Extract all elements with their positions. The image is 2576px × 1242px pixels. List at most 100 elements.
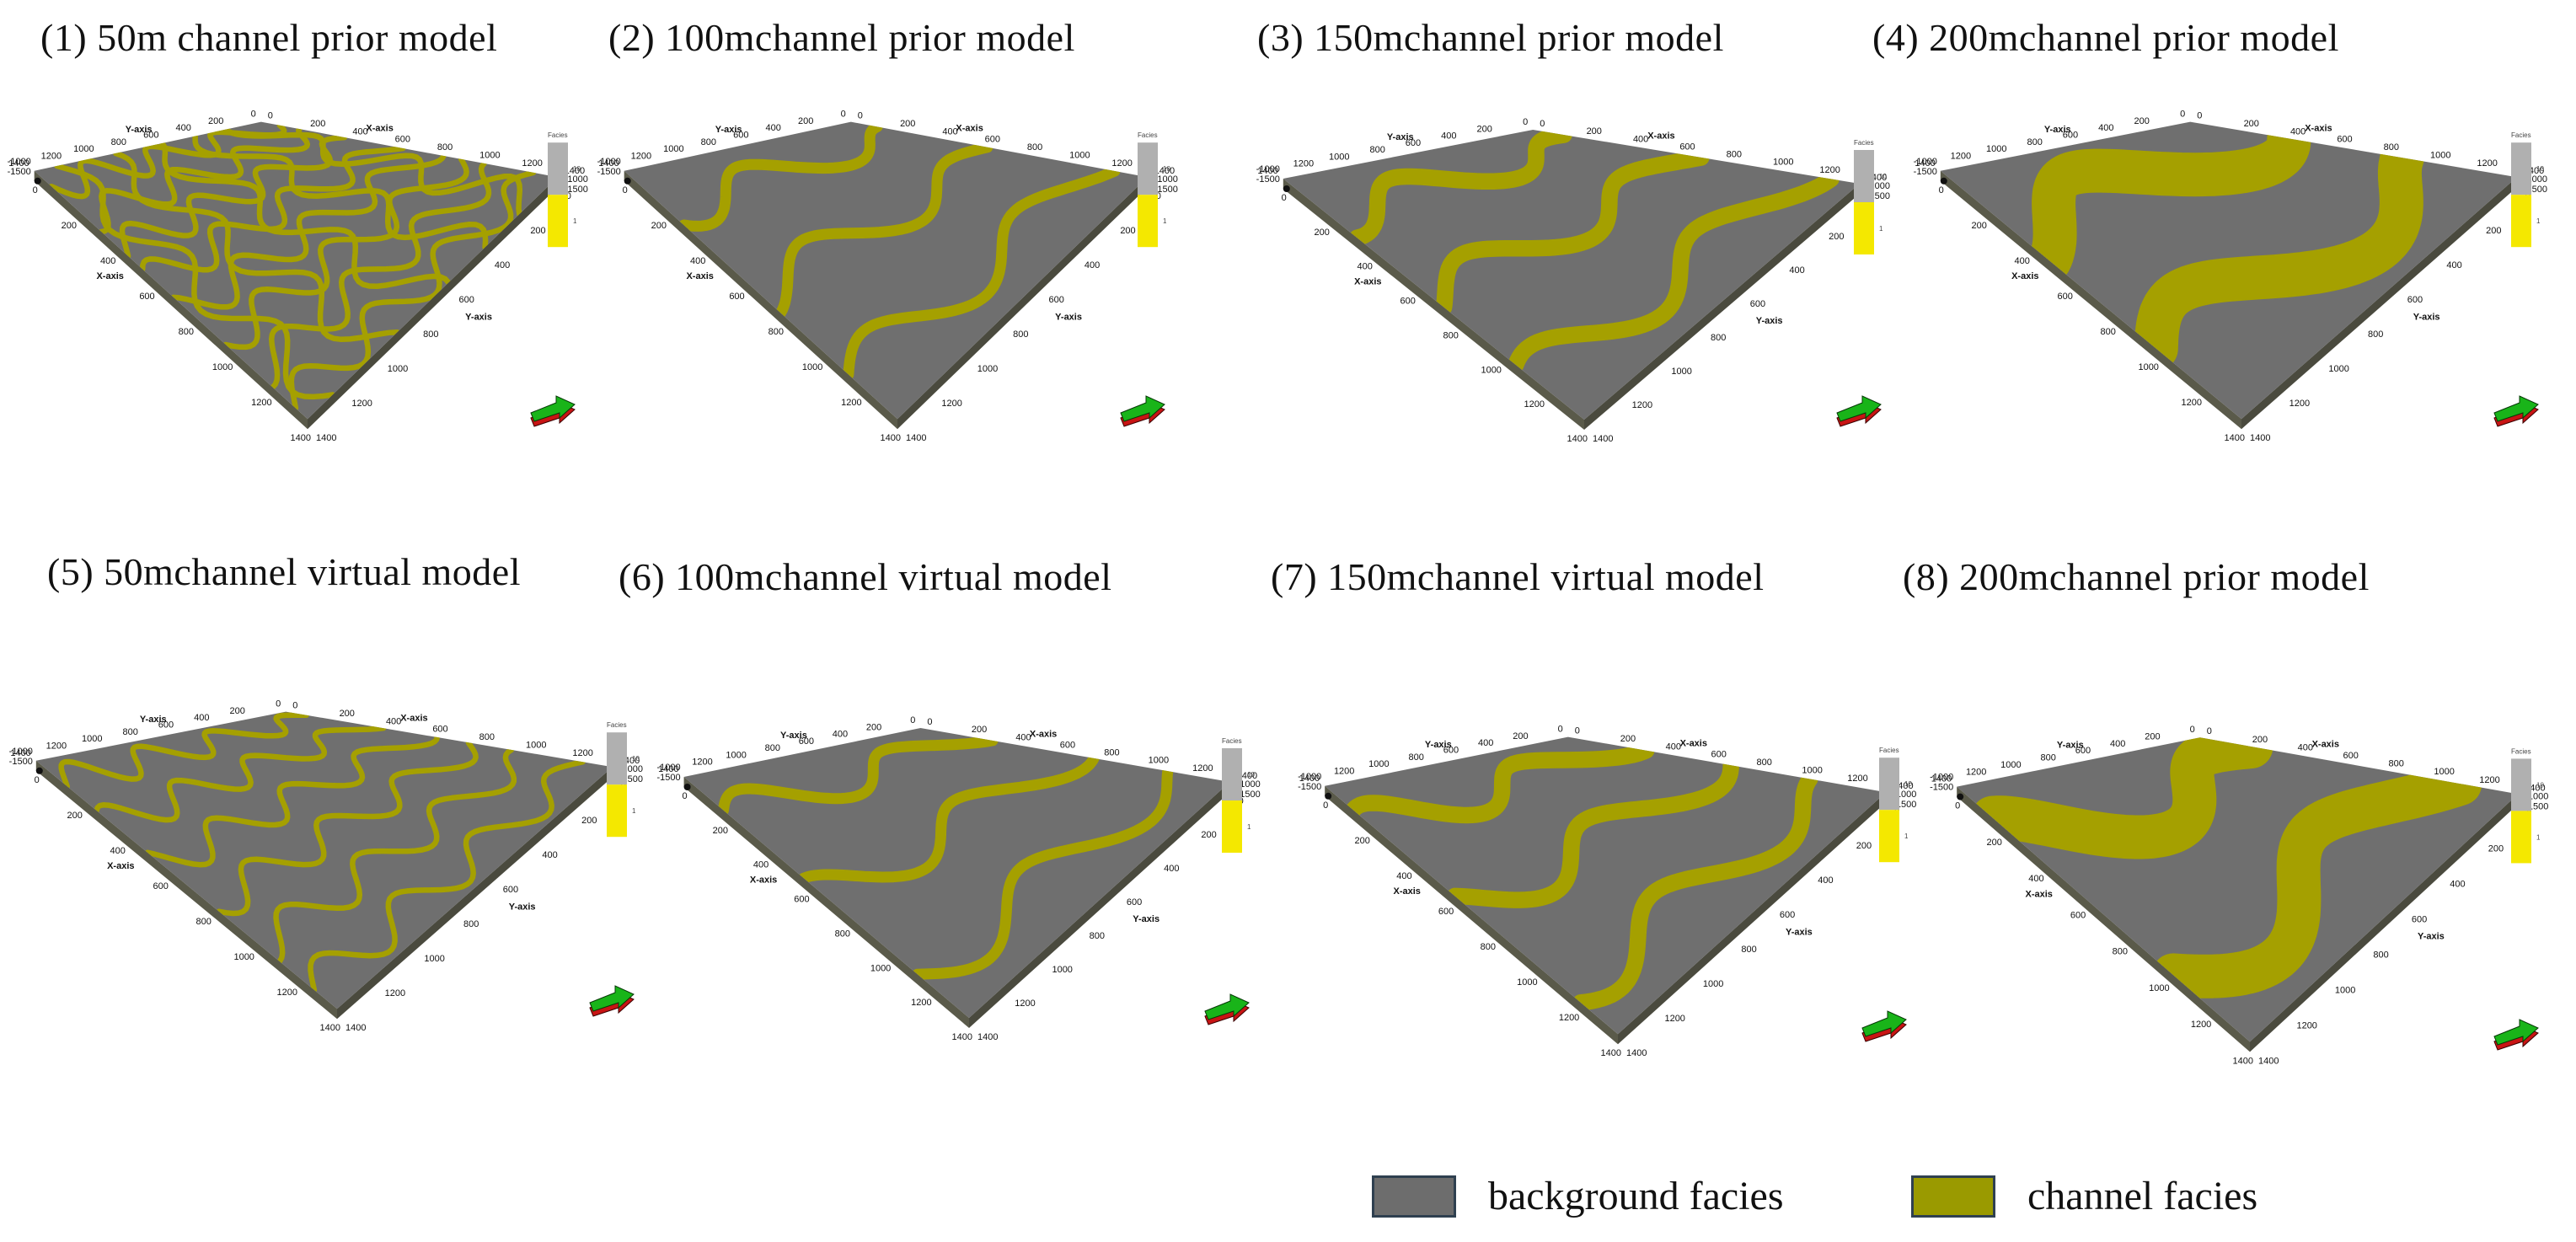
top-y-tick-label: 800 (122, 727, 137, 737)
x-tick-label: 1200 (2191, 1020, 2211, 1030)
y-tick-label: 1000 (1703, 979, 1723, 989)
channel-4 (139, 145, 406, 273)
colorbar-label: 1 (1247, 823, 1251, 831)
top-x-tick-label: 400 (1633, 134, 1648, 144)
x-tick-label: 0 (35, 775, 40, 785)
top-x-tick-label: 1200 (522, 158, 542, 169)
top-x-tick-label: 800 (479, 732, 495, 742)
y-tick-label: 200 (1201, 830, 1216, 840)
cross-channel-1 (54, 163, 335, 400)
origin-marker (34, 177, 41, 185)
channel-2 (2134, 136, 2424, 371)
top-x-tick-label: 400 (942, 126, 957, 137)
y-tick-label: 1200 (1015, 998, 1035, 1009)
x-tick-label: 1400 (2233, 1056, 2253, 1066)
x-tick-label: 1400 (2225, 433, 2245, 443)
block-side-right (337, 767, 613, 1020)
x-tick-label: 1200 (1559, 1013, 1579, 1023)
y-tick-label: 1200 (1632, 400, 1652, 410)
y-tick-label: 800 (1013, 329, 1028, 340)
colorbar-background-swatch (607, 732, 627, 785)
colorbar-background-swatch (2511, 758, 2531, 811)
top-y-tick-label: 1000 (82, 734, 102, 744)
top-y-tick-label: 1200 (1293, 159, 1314, 169)
top-y-tick-label: 600 (158, 720, 174, 731)
channel-3 (1508, 170, 1840, 373)
y-axis-label: Y-axis (2418, 932, 2445, 942)
top-y-tick-label: 800 (2041, 753, 2056, 763)
y-tick-label: 1400 (2250, 433, 2270, 443)
x-tick-label: 1400 (881, 433, 901, 443)
colorbar-title: Facies (1222, 737, 1242, 745)
colorbar-label: 10 (1163, 165, 1170, 173)
x-axis-label: X-axis (96, 271, 123, 281)
x-tick-label: 200 (1314, 228, 1329, 238)
cross-channel-4 (192, 133, 489, 250)
colorbar-label: 10 (632, 755, 640, 763)
channel-1 (2027, 121, 2311, 283)
y-tick-label: 1400 (1593, 434, 1613, 444)
y-tick-label: 800 (2373, 950, 2388, 960)
top-x-tick-label: 200 (340, 709, 355, 719)
top-y-tick-label: 0 (2190, 725, 2195, 735)
x-tick-label: 0 (682, 791, 687, 801)
top-y-axis-label: Y-axis (1387, 132, 1414, 142)
y-tick-label: 600 (1780, 910, 1795, 920)
facies-model-plot: 0140014000200120012002004001000100040060… (8, 110, 588, 444)
top-y-tick-label: 0 (276, 699, 281, 709)
top-x-axis-label: X-axis (1680, 739, 1707, 749)
legend-item-background: background facies (1372, 1173, 1784, 1219)
y-tick-label: 1200 (1664, 1014, 1684, 1024)
top-x-tick-label: 1000 (1149, 756, 1169, 766)
top-x-tick-label: 1000 (479, 150, 500, 160)
top-y-tick-label: 1200 (1966, 767, 1986, 777)
channel-3 (1572, 770, 1818, 1011)
x-tick-label: 0 (33, 185, 38, 195)
z-tick-label-left: -1000 (9, 747, 33, 757)
top-y-axis-label: Y-axis (2057, 740, 2084, 750)
x-tick-label: 400 (100, 256, 115, 266)
top-y-tick-label: 400 (2098, 123, 2113, 133)
colorbar-label: 1 (2536, 833, 2541, 841)
top-y-tick-label: 1200 (41, 151, 62, 161)
y-tick-label: 1000 (2328, 364, 2348, 374)
facies-model-plot: 0140014000200120012002004001000100040060… (1256, 117, 1890, 444)
y-axis-label: Y-axis (1786, 927, 1813, 937)
top-y-tick-label: 0 (2180, 110, 2185, 120)
top-y-tick-label: 400 (1478, 738, 1493, 748)
top-y-axis-label: Y-axis (2044, 125, 2071, 135)
orientation-arrow-icon (1120, 395, 1165, 427)
top-x-tick-label: 600 (2343, 751, 2359, 761)
x-tick-label: 1000 (870, 963, 891, 973)
top-y-tick-label: 800 (701, 137, 716, 147)
x-tick-label: 600 (139, 292, 154, 302)
y-tick-label: 600 (459, 295, 474, 305)
z-tick-label-left: -1500 (656, 773, 680, 783)
y-tick-label: 200 (530, 226, 545, 236)
top-y-tick-label: 400 (194, 713, 209, 723)
block-side-right (897, 177, 1148, 430)
channel-2 (99, 126, 311, 235)
x-tick-label: 0 (1955, 801, 1960, 811)
cross-channel-5 (223, 126, 523, 217)
top-x-tick-label: 200 (900, 119, 915, 129)
x-tick-label: 800 (196, 917, 212, 927)
x-axis-label: X-axis (1354, 277, 1381, 287)
x-tick-label: 0 (1282, 193, 1287, 203)
colorbar-background-swatch (1879, 758, 1899, 811)
orientation-arrow-icon (1836, 395, 1882, 427)
z-tick-label-right: -1000 (1154, 174, 1178, 185)
channel-1 (1345, 741, 1655, 824)
top-y-tick-label: 1200 (46, 741, 67, 751)
x-tick-label: 1400 (291, 433, 311, 443)
channel-6 (308, 758, 586, 993)
top-y-tick-label: 1400 (8, 158, 29, 169)
top-y-tick-label: 1400 (1915, 158, 1935, 169)
z-tick-label-right: -1500 (1154, 185, 1178, 195)
block-side-right (308, 177, 558, 430)
x-tick-label: 800 (769, 327, 784, 337)
x-tick-label: 0 (623, 185, 628, 195)
facies-model-plot: 0140014000200120012002004001000100040060… (1930, 725, 2548, 1066)
top-y-axis-label: Y-axis (140, 715, 167, 725)
block-side-right (2250, 794, 2519, 1052)
